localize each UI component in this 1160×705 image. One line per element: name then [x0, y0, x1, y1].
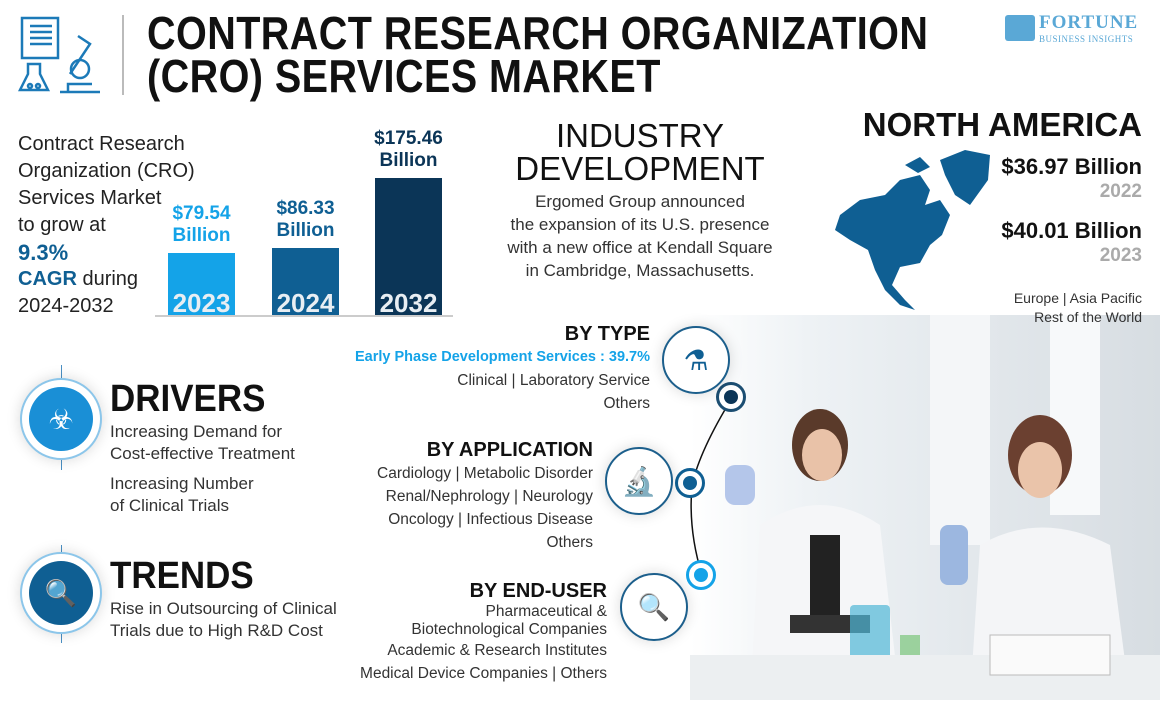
brand-name: FORTUNE — [1039, 12, 1139, 33]
region-value-2023: $40.01 Billion — [1001, 218, 1142, 243]
drivers-icon: ☣ — [20, 378, 102, 460]
header-logo-icon — [17, 14, 102, 103]
by-application-icon: 🔬 — [605, 447, 673, 515]
market-summary: Contract Research Organization (CRO) Ser… — [18, 131, 195, 320]
cagr-value: 9.3% — [18, 240, 69, 265]
region-year-2022: 2022 — [1099, 181, 1142, 202]
by-application-item: Renal/Nephrology | Neurology — [385, 488, 593, 505]
other-regions: Europe | Asia Pacific — [1013, 290, 1142, 306]
cagr-label: CAGR — [18, 268, 77, 290]
bar-data-label: $175.46 Billion — [355, 128, 462, 172]
bar-value: $175.46 — [374, 128, 443, 149]
trends-icon: 🔍 — [20, 552, 102, 634]
bar-category-label: 2024 — [276, 287, 335, 318]
market-size-bar-chart: 2023 $79.54 Billion 2024 $86.33 Billion 2032 $1… — [155, 120, 455, 320]
lab-photo — [690, 315, 1160, 700]
north-america-map — [830, 145, 995, 320]
trend-text: Trials due to High R&D Cost — [110, 621, 323, 640]
trend-text: Rise in Outsourcing of Clinical — [110, 599, 337, 618]
summary-during: during — [76, 268, 139, 290]
by-application-item: Cardiology | Metabolic Disorder — [377, 465, 593, 482]
by-application-title: BY APPLICATION — [426, 439, 593, 461]
bar-2023: 2023 — [168, 252, 235, 318]
region-title: NORTH AMERICA — [862, 106, 1142, 143]
bar-value: $86.33 — [276, 197, 335, 219]
page-title-line2: (CRO) SERVICES MARKET — [147, 50, 661, 102]
bar-data-label: $86.33 Billion — [252, 198, 359, 242]
by-type-highlight: Early Phase Development Services : 39.7% — [355, 349, 650, 365]
summary-line: Organization (CRO) — [18, 160, 195, 182]
header-divider — [122, 15, 124, 95]
drivers-title: DRIVERS — [110, 378, 266, 420]
by-type-icon: ⚗ — [662, 326, 730, 394]
by-enduser-item: Pharmaceutical & — [485, 603, 607, 620]
region-year-2023: 2023 — [1099, 245, 1142, 266]
by-enduser-item: Academic & Research Institutes — [387, 642, 607, 659]
driver-text: Increasing Number — [110, 474, 254, 493]
by-enduser-icon: 🔍 — [620, 573, 688, 641]
by-type-item: Others — [603, 395, 650, 412]
by-enduser-title: BY END-USER — [469, 580, 607, 602]
brand-logo: FORTUNE BUSINESS INSIGHTS — [1005, 12, 1138, 44]
industry-title: INDUSTRY — [555, 117, 725, 154]
bar-data-label: $79.54 Billion — [148, 203, 255, 247]
region-value-2022: $36.97 Billion — [1001, 154, 1142, 179]
by-type-item: Clinical | Laboratory Service — [457, 372, 650, 389]
industry-text: in Cambridge, Massachusetts. — [525, 261, 755, 280]
driver-text: of Clinical Trials — [110, 496, 230, 515]
scientists-illustration — [690, 315, 1160, 700]
brand-mark-icon — [1005, 15, 1035, 41]
industry-text: with a new office at Kendall Square — [507, 238, 773, 257]
by-application-item: Oncology | Infectious Disease — [388, 511, 593, 528]
industry-text: Ergomed Group announced — [535, 192, 745, 211]
bar-category-label: 2023 — [172, 287, 231, 318]
summary-line: Services Market — [18, 187, 162, 209]
type-dot — [716, 382, 746, 412]
brand-subtitle: BUSINESS INSIGHTS — [1039, 34, 1134, 44]
bar-unit: Billion — [172, 224, 231, 246]
bar-value: $79.54 — [172, 202, 231, 224]
other-regions: Rest of the World — [1034, 309, 1142, 325]
summary-line: Contract Research — [18, 133, 185, 155]
driver-text: Increasing Demand for — [110, 422, 282, 441]
summary-line: to grow at — [18, 214, 106, 236]
industry-text: the expansion of its U.S. presence — [510, 215, 770, 234]
chart-baseline — [155, 315, 453, 317]
bar-2024: 2024 — [272, 247, 339, 318]
application-dot — [675, 468, 705, 498]
page-title-line1: CONTRACT RESEARCH ORGANIZATION — [147, 7, 929, 59]
bar-2032: 2032 — [375, 178, 442, 318]
by-enduser-item: Biotechnological Companies — [411, 621, 607, 638]
bar-unit: Billion — [276, 219, 335, 241]
bar-category-label: 2032 — [379, 288, 438, 318]
by-type-title: BY TYPE — [564, 323, 650, 345]
bar-unit: Billion — [379, 150, 438, 171]
industry-development: INDUSTRY DEVELOPMENT Ergomed Group annou… — [480, 117, 800, 282]
enduser-dot — [686, 560, 716, 590]
by-application-item: Others — [546, 534, 593, 551]
driver-text: Cost-effective Treatment — [110, 444, 295, 463]
by-enduser-item: Medical Device Companies | Others — [360, 665, 607, 682]
forecast-period: 2024-2032 — [18, 295, 114, 317]
industry-title: DEVELOPMENT — [515, 150, 765, 187]
trends-title: TRENDS — [110, 555, 254, 597]
